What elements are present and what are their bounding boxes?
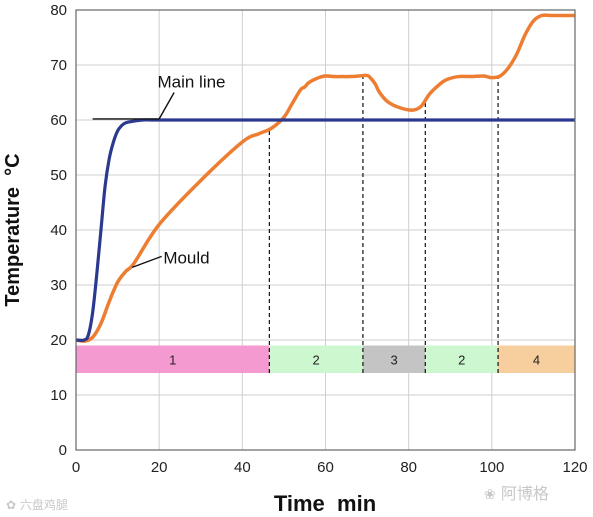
x-tick-label: 60	[317, 459, 334, 476]
watermark-right-text: 阿博格	[500, 484, 549, 503]
watermark-right: ❀ 阿博格	[484, 480, 549, 504]
y-tick-label: 0	[59, 442, 67, 459]
phase-band	[498, 345, 575, 373]
annotation-leader-main	[158, 92, 175, 120]
plot-border	[75, 9, 576, 451]
watermark-left: ✿ 六盘鸡腿	[6, 496, 68, 513]
y-tick-label: 30	[50, 277, 67, 294]
tick-labels: 0 20 40 60 80 100 120 0 10 20 30 40 50 60 70 80	[50, 2, 587, 476]
y-tick-label: 10	[50, 387, 67, 404]
wechat-logo-icon: ❀	[484, 487, 496, 503]
main-line	[75, 118, 575, 343]
mould-line	[75, 13, 575, 343]
y-tick-label: 60	[50, 112, 67, 129]
annotation-mould: Mould	[163, 249, 209, 268]
y-tick-label: 70	[50, 57, 67, 74]
series-lines	[75, 13, 575, 343]
annotation-main-line: Main line	[157, 73, 225, 92]
x-axis-title: Time min	[274, 491, 376, 516]
x-tick-label: 20	[151, 459, 168, 476]
x-tick-label: 120	[562, 459, 587, 476]
phase-band	[269, 345, 363, 373]
axis-titles: Time min Temperature °C	[2, 153, 376, 516]
phase-band	[76, 345, 270, 373]
phase-band	[362, 345, 426, 373]
phase-label: 2	[458, 352, 465, 367]
x-tick-label: 100	[479, 459, 504, 476]
phase-boundary-lines	[268, 75, 499, 373]
watermark-left-text: 六盘鸡腿	[19, 498, 68, 512]
y-tick-label: 80	[50, 2, 67, 19]
y-axis-title: Temperature °C	[2, 153, 24, 306]
phase-label: 1	[169, 352, 176, 367]
phase-label: 3	[390, 352, 397, 367]
plot-frame	[75, 9, 576, 451]
phase-label: 2	[313, 352, 320, 367]
annotation-leader-mould	[131, 255, 162, 269]
y-tick-label: 40	[50, 222, 67, 239]
x-tick-label: 80	[400, 459, 417, 476]
annotations: Main line Mould	[92, 73, 226, 269]
phase-label: 4	[533, 352, 540, 367]
y-tick-label: 50	[50, 167, 67, 184]
phase-bands: 1 2 3 2 4	[76, 345, 575, 373]
x-tick-label: 40	[234, 459, 251, 476]
y-tick-label: 20	[50, 332, 67, 349]
x-tick-label: 0	[72, 459, 80, 476]
phase-band	[425, 345, 499, 373]
wechat-icon: ✿	[6, 498, 17, 512]
